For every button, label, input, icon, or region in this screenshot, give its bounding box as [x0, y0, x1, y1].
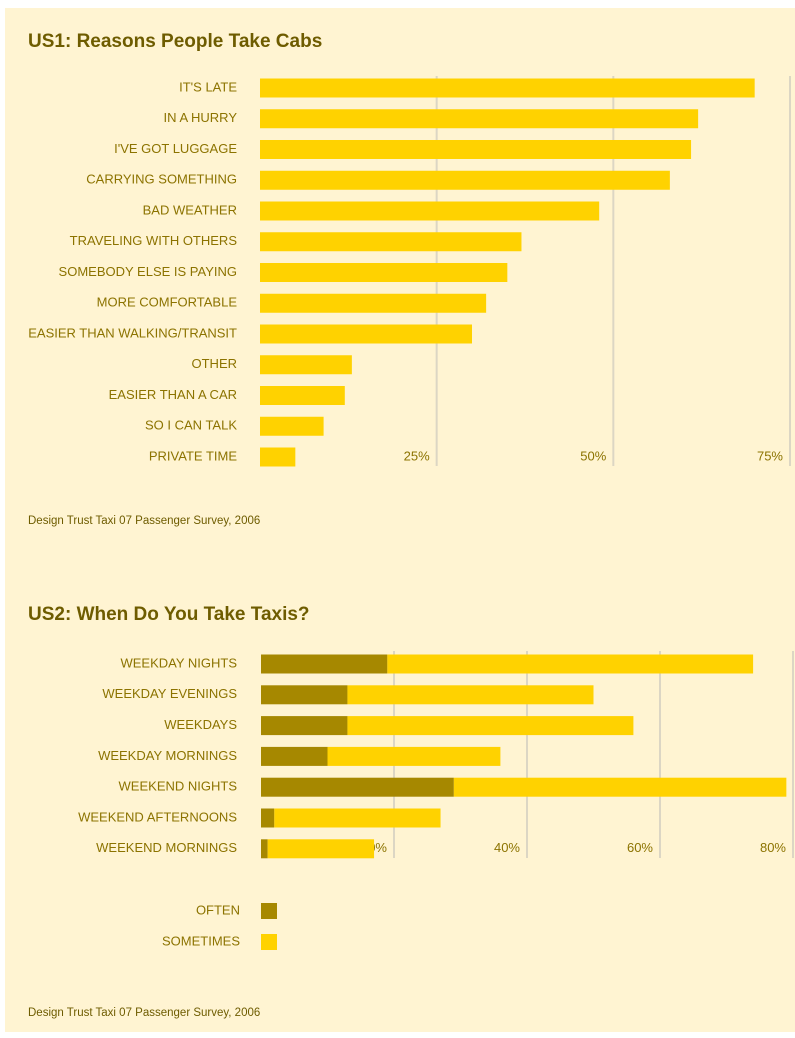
bar: [260, 293, 487, 313]
category-label: WEEKDAYS: [164, 717, 237, 732]
bar: [260, 78, 755, 98]
category-label: EASIER THAN WALKING/TRANSIT: [28, 325, 237, 340]
category-label: WEEKEND MORNINGS: [96, 840, 237, 855]
legend-label: OFTEN: [196, 902, 240, 917]
bar: [260, 386, 345, 405]
category-label: IT'S LATE: [179, 79, 237, 94]
category-label: OTHER: [192, 356, 238, 371]
bar: [260, 201, 600, 221]
category-label: WEEKDAY EVENINGS: [102, 686, 237, 701]
source-note: Design Trust Taxi 07 Passenger Survey, 2…: [28, 1007, 260, 1019]
category-label: SO I CAN TALK: [145, 418, 237, 433]
bar: [260, 263, 508, 282]
x-tick-label: 75%: [757, 448, 783, 463]
bar: [260, 109, 699, 129]
bar: [260, 232, 522, 252]
bar-segment: [347, 716, 634, 736]
x-tick-label: 50%: [580, 448, 606, 463]
category-label: TRAVELING WITH OTHERS: [70, 233, 238, 248]
bar: [260, 140, 692, 159]
bar: [260, 324, 472, 344]
chart-title: US2: When Do You Take Taxis?: [28, 604, 310, 625]
bar-segment: [261, 716, 348, 736]
source-note: Design Trust Taxi 07 Passenger Survey, 2…: [28, 515, 260, 527]
category-label: WEEKEND NIGHTS: [119, 779, 238, 794]
bar-segment: [327, 746, 501, 766]
x-tick-label: 25%: [404, 448, 430, 463]
bar-segment: [274, 808, 441, 828]
category-label: EASIER THAN A CAR: [109, 387, 237, 402]
bar-segment: [453, 777, 787, 797]
bar: [260, 447, 296, 467]
category-label: IN A HURRY: [164, 110, 238, 125]
category-label: SOMEBODY ELSE IS PAYING: [59, 264, 237, 279]
bar-segment: [347, 685, 594, 705]
legend-swatch: [261, 903, 277, 919]
category-label: CARRYING SOMETHING: [86, 172, 237, 187]
bar-segment: [261, 839, 268, 859]
x-tick-label: 80%: [760, 840, 786, 855]
bar-segment: [261, 685, 348, 705]
bar-segment: [267, 839, 375, 859]
x-tick-label: 40%: [494, 840, 520, 855]
bar: [260, 170, 670, 190]
category-label: I'VE GOT LUGGAGE: [114, 141, 237, 156]
x-tick-label: 60%: [627, 840, 653, 855]
category-label: BAD WEATHER: [143, 202, 237, 217]
bar-segment: [261, 654, 388, 674]
bar-segment: [261, 777, 454, 797]
bar: [260, 355, 352, 375]
legend-swatch: [261, 934, 277, 950]
category-label: PRIVATE TIME: [149, 448, 237, 463]
bar-segment: [261, 808, 275, 828]
category-label: MORE COMFORTABLE: [97, 295, 238, 310]
bar-segment: [261, 746, 328, 766]
category-label: WEEKEND AFTERNOONS: [78, 809, 237, 824]
chart-title: US1: Reasons People Take Cabs: [28, 31, 322, 52]
category-label: WEEKDAY MORNINGS: [98, 748, 237, 763]
bar: [260, 416, 324, 436]
legend-label: SOMETIMES: [162, 933, 240, 948]
bar-segment: [387, 654, 754, 674]
category-label: WEEKDAY NIGHTS: [120, 655, 237, 670]
